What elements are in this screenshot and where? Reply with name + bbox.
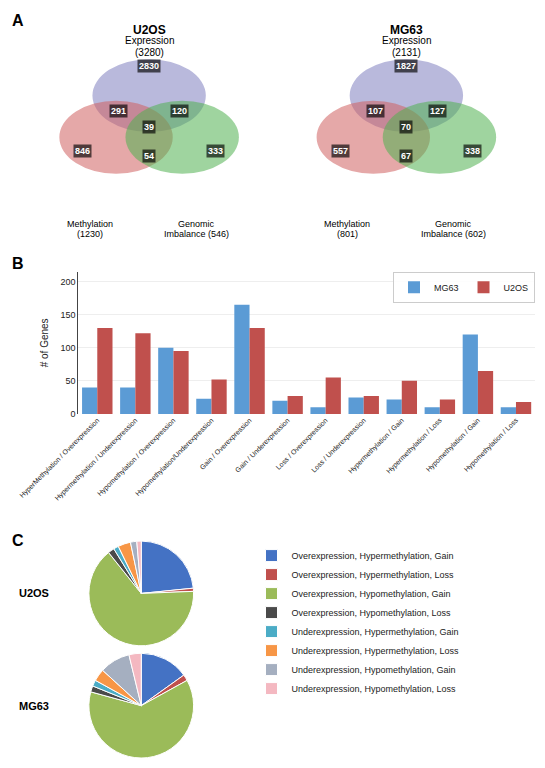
svg-text:Underexpression, Hypomethylati: Underexpression, Hypomethylation, Loss [292, 684, 457, 694]
svg-text:(1230): (1230) [77, 229, 103, 239]
svg-text:Methylation: Methylation [67, 219, 113, 229]
svg-text:Hypermethylation / Gain: Hypermethylation / Gain [347, 417, 406, 476]
svg-text:1827: 1827 [396, 61, 416, 71]
svg-text:Overexpression, Hypomethylatio: Overexpression, Hypomethylation, Gain [292, 589, 451, 599]
svg-text:Overexpression, Hypermethylati: Overexpression, Hypermethylation, Gain [292, 551, 454, 561]
svg-text:(3280): (3280) [135, 47, 164, 58]
svg-text:Underexpression, Hypermethylat: Underexpression, Hypermethylation, Loss [292, 646, 460, 656]
svg-text:150: 150 [60, 310, 75, 320]
svg-text:50: 50 [65, 376, 75, 386]
svg-text:39: 39 [144, 122, 154, 132]
svg-text:Hypomethylation / Gain: Hypomethylation / Gain [425, 417, 482, 474]
svg-text:Loss / Overexpression: Loss / Overexpression [275, 417, 330, 472]
svg-text:Loss / Underexpression: Loss / Underexpression [310, 417, 368, 475]
svg-text:127: 127 [430, 106, 445, 116]
svg-text:Genomic: Genomic [435, 219, 472, 229]
svg-text:333: 333 [208, 146, 223, 156]
svg-text:2830: 2830 [139, 61, 159, 71]
svg-text:A: A [12, 12, 24, 29]
svg-text:(2131): (2131) [392, 47, 421, 58]
svg-text:107: 107 [368, 106, 383, 116]
svg-text:120: 120 [172, 106, 187, 116]
svg-text:Gain / Underexpression: Gain / Underexpression [234, 417, 292, 475]
svg-text:846: 846 [75, 146, 90, 156]
svg-text:Underexpression, Hypermethylat: Underexpression, Hypermethylation, Gain [292, 627, 459, 637]
svg-text:# of Genes: # of Genes [39, 318, 50, 367]
svg-text:MG63: MG63 [390, 23, 423, 37]
svg-text:U2OS: U2OS [133, 23, 166, 37]
svg-text:Hypomethylation/Underexpressio: Hypomethylation/Underexpression [134, 417, 215, 498]
svg-text:(801): (801) [337, 229, 358, 239]
svg-text:Expression: Expression [125, 35, 174, 46]
svg-text:Underexpression, Hypomethylati: Underexpression, Hypomethylation, Gain [292, 665, 456, 675]
svg-text:Imbalance (602): Imbalance (602) [421, 229, 486, 239]
svg-text:557: 557 [333, 146, 348, 156]
svg-text:Hypomethylation / Overexpressi: Hypomethylation / Overexpression [96, 417, 177, 498]
svg-text:Overexpression, Hypermethylati: Overexpression, Hypermethylation, Loss [292, 570, 455, 580]
svg-text:U2OS: U2OS [504, 283, 529, 293]
svg-text:MG63: MG63 [19, 700, 49, 712]
svg-text:Gain / Overexpression: Gain / Overexpression [199, 417, 254, 472]
svg-text:Hypermethylation / Underexpres: Hypermethylation / Underexpression [54, 417, 140, 503]
svg-text:B: B [12, 255, 24, 272]
svg-text:Methylation: Methylation [324, 219, 370, 229]
svg-text:200: 200 [60, 277, 75, 287]
svg-text:Overexpression, Hypomethylatio: Overexpression, Hypomethylation, Loss [292, 608, 452, 618]
svg-text:54: 54 [144, 151, 154, 161]
svg-text:MG63: MG63 [434, 283, 459, 293]
svg-text:Imbalance (546): Imbalance (546) [164, 229, 229, 239]
svg-text:U2OS: U2OS [19, 587, 49, 599]
svg-text:Expression: Expression [382, 35, 431, 46]
svg-text:100: 100 [60, 343, 75, 353]
svg-text:338: 338 [465, 146, 480, 156]
svg-text:70: 70 [401, 122, 411, 132]
svg-text:291: 291 [111, 106, 126, 116]
svg-text:Hypomethylation / Loss: Hypomethylation / Loss [463, 416, 520, 473]
svg-text:0: 0 [70, 409, 75, 419]
svg-text:C: C [12, 532, 24, 549]
svg-text:HyperMethylation / Overexpress: HyperMethylation / Overexpression [18, 417, 101, 500]
svg-text:67: 67 [401, 151, 411, 161]
svg-text:Hypermethylation / Loss: Hypermethylation / Loss [385, 416, 444, 475]
svg-text:Genomic: Genomic [178, 219, 215, 229]
